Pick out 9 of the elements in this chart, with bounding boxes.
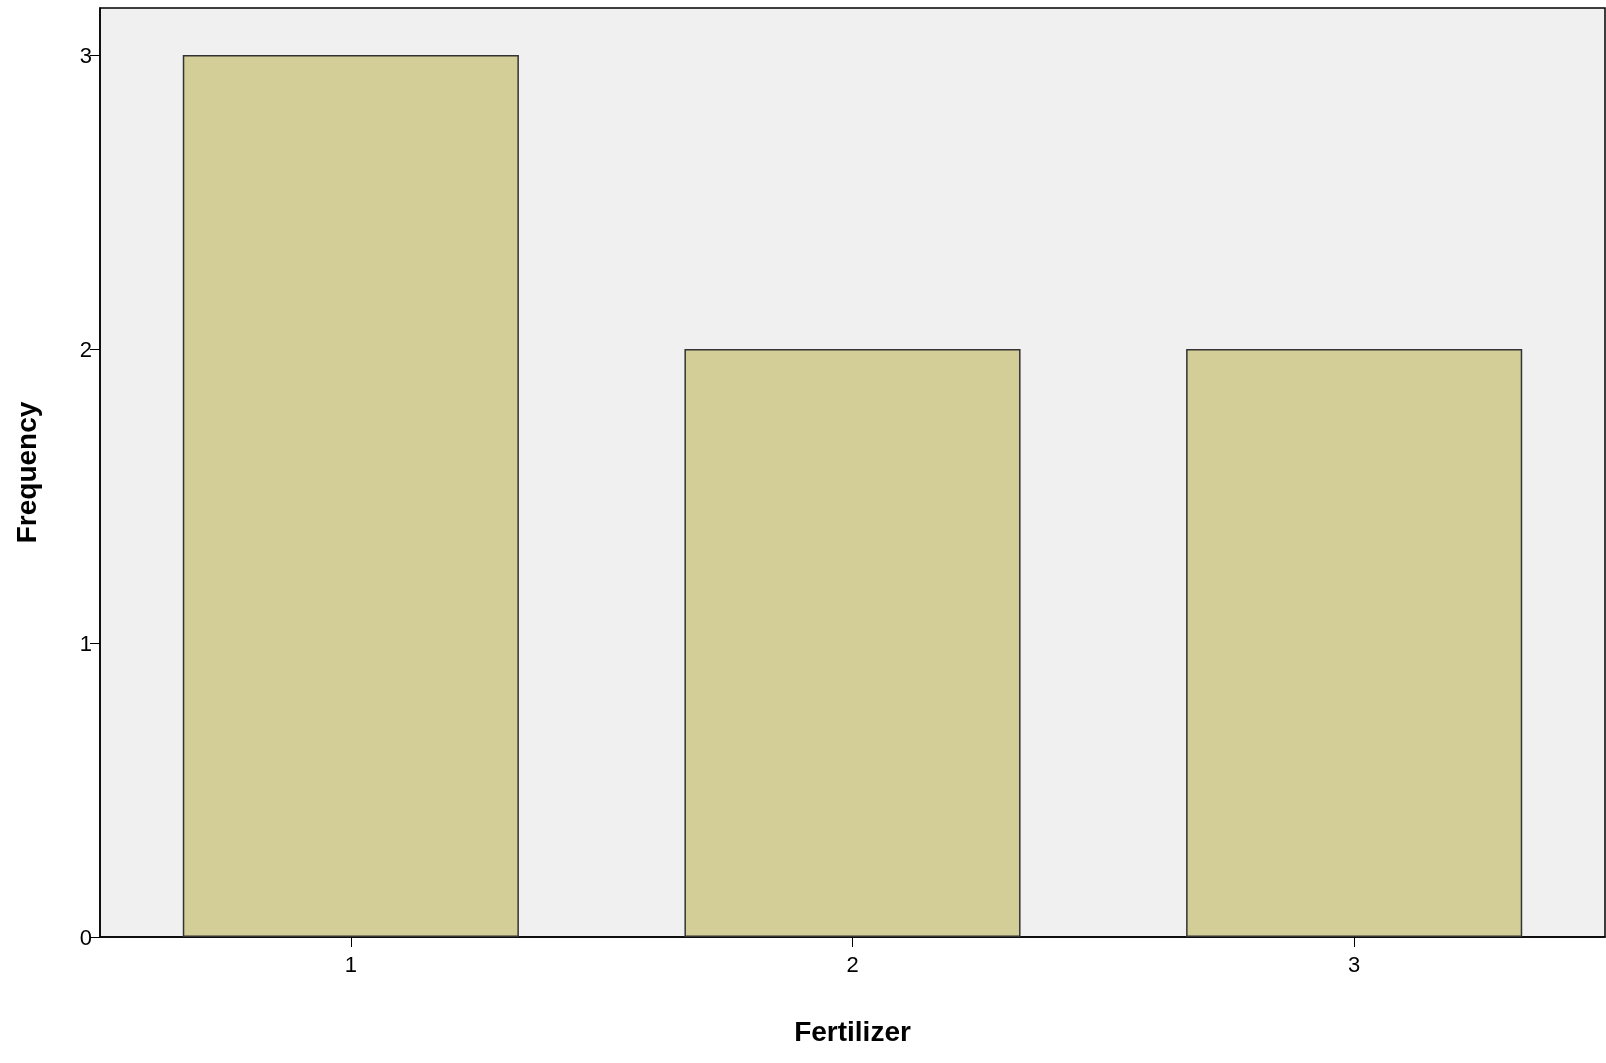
x-tick-label: 3	[1348, 951, 1361, 977]
y-tick-label: 3	[79, 42, 92, 68]
x-axis-title: Fertilizer	[794, 1015, 911, 1047]
x-tick-label: 1	[344, 951, 357, 977]
y-tick-label: 1	[79, 630, 92, 656]
y-tick-label: 2	[79, 336, 92, 362]
y-axis-title: Frequency	[10, 401, 42, 544]
y-tick-label: 0	[79, 924, 92, 950]
x-tick-label: 2	[846, 951, 859, 977]
